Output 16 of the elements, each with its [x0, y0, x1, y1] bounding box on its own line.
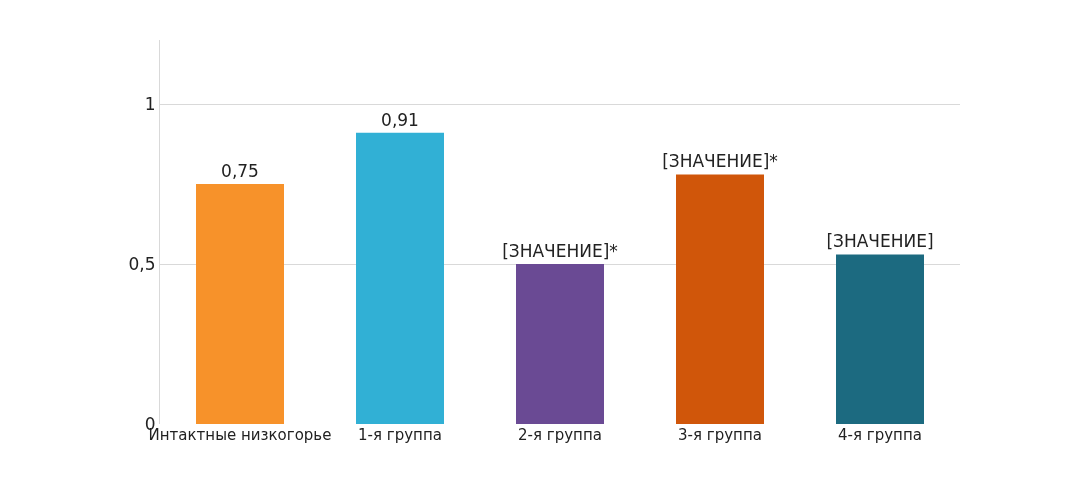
- data-label: [ЗНАЧЕНИЕ]*: [502, 241, 618, 261]
- bar: [676, 174, 764, 424]
- x-tick-label: 3-я группа: [678, 426, 762, 444]
- x-tick-label: 2-я группа: [518, 426, 602, 444]
- data-label: 0,91: [381, 109, 419, 130]
- y-tick-label: 0,5: [128, 253, 156, 274]
- data-label: 0,75: [221, 161, 259, 181]
- data-label: [ЗНАЧЕНИЕ]: [826, 231, 934, 252]
- bar: [196, 184, 284, 424]
- bar: [516, 264, 604, 424]
- bar: [836, 254, 924, 424]
- x-tick-label: 4-я группа: [838, 426, 922, 444]
- y-tick-label: 1: [144, 93, 156, 114]
- x-tick-label: 1-я группа: [358, 426, 442, 444]
- bar: [356, 132, 444, 424]
- data-label: [ЗНАЧЕНИЕ]*: [662, 151, 778, 172]
